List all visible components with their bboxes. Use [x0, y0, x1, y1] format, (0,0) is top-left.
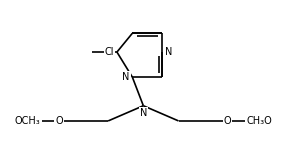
Text: Cl: Cl	[105, 47, 114, 57]
Text: CH₃O: CH₃O	[246, 116, 272, 126]
Text: O: O	[55, 116, 63, 126]
Text: N: N	[165, 47, 172, 57]
Text: OCH₃: OCH₃	[14, 116, 40, 126]
Text: N: N	[140, 108, 147, 118]
Text: N: N	[122, 72, 130, 82]
Text: O: O	[224, 116, 231, 126]
